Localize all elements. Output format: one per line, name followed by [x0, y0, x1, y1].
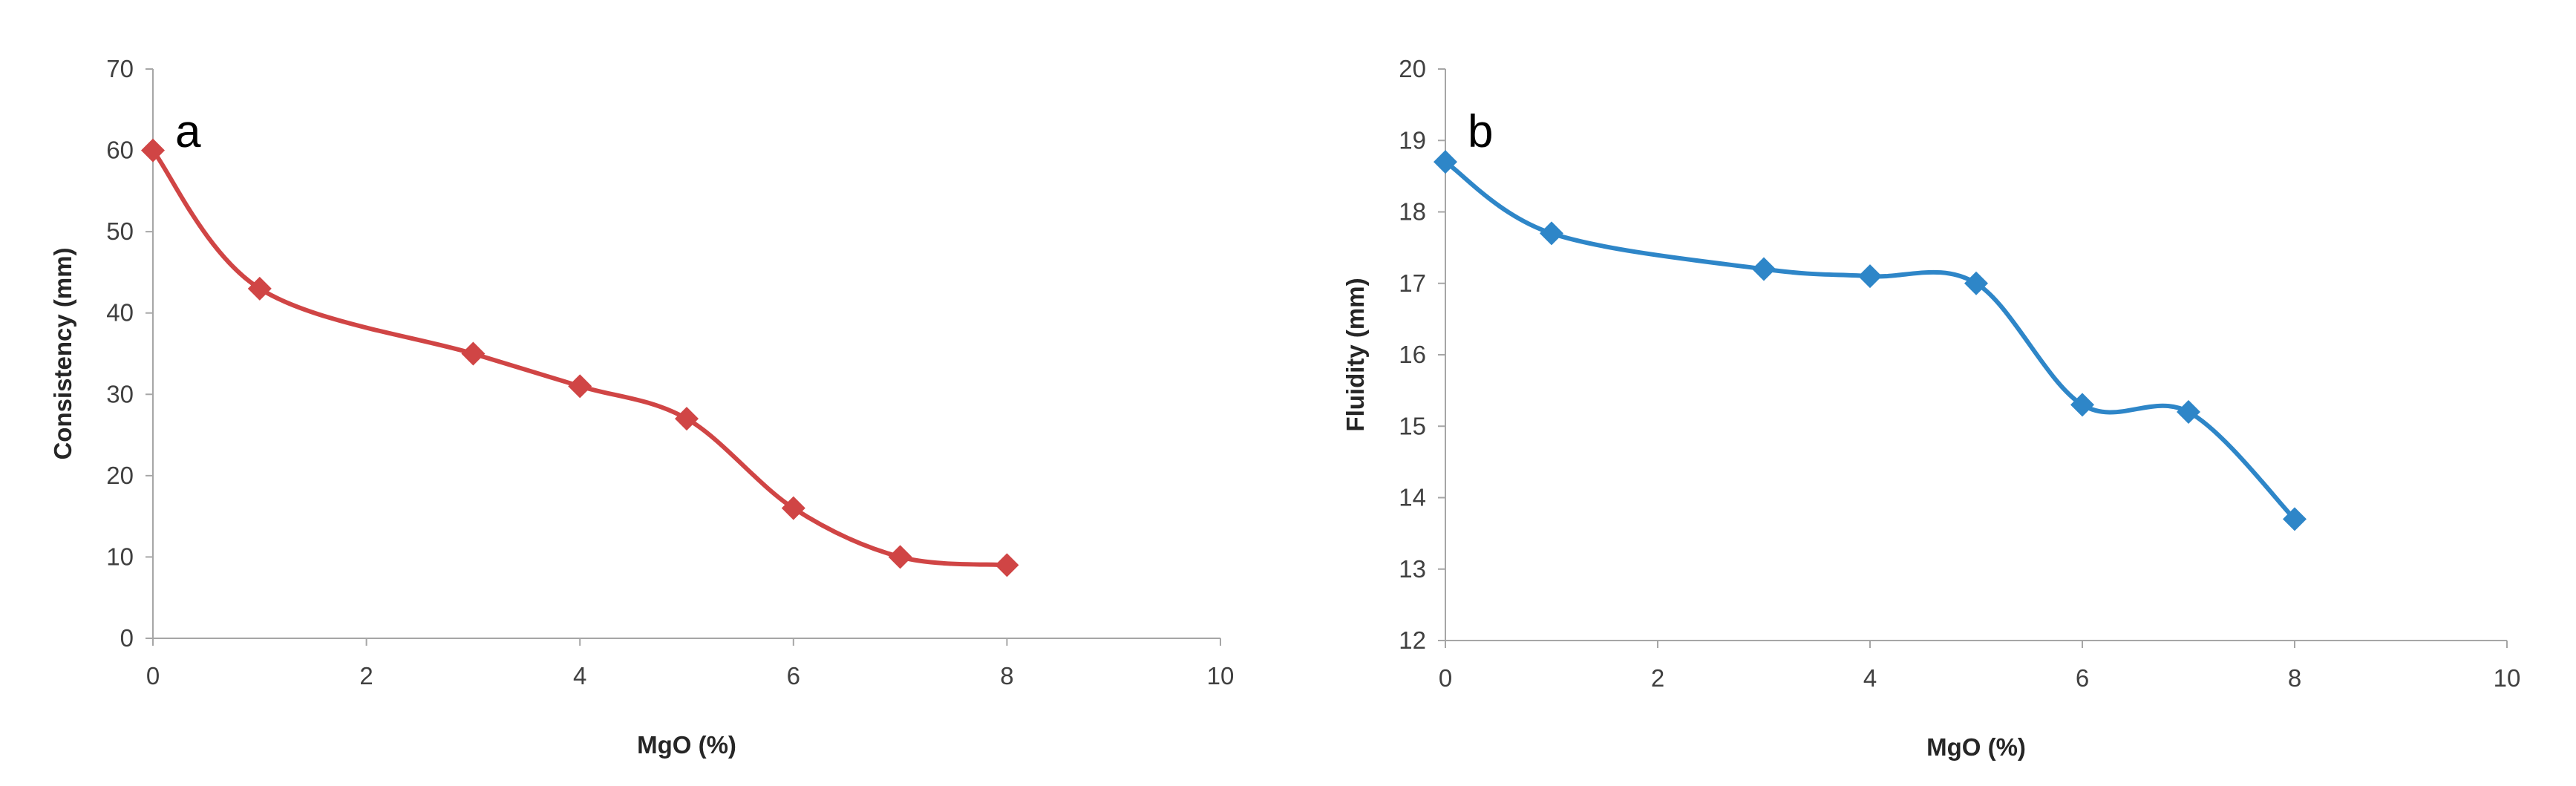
y-tick-label: 15 — [1399, 412, 1426, 439]
x-tick-label: 8 — [2288, 664, 2301, 692]
y-tick-label: 18 — [1399, 198, 1426, 226]
x-tick-label: 4 — [1863, 664, 1877, 692]
data-point — [1858, 264, 1882, 289]
y-tick-label: 17 — [1399, 269, 1426, 297]
data-point — [2070, 393, 2094, 417]
y-tick-label: 12 — [1399, 626, 1426, 654]
panel-label: a — [175, 106, 201, 157]
x-tick-label: 8 — [1000, 662, 1013, 690]
y-tick-label: 60 — [106, 137, 134, 164]
y-tick-label: 10 — [106, 543, 134, 570]
y-tick-label: 0 — [120, 624, 134, 652]
data-point — [781, 496, 805, 520]
x-tick-label: 2 — [1651, 664, 1664, 692]
y-tick-label: 13 — [1399, 555, 1426, 583]
y-tick-label: 50 — [106, 217, 134, 245]
y-tick-label: 14 — [1399, 484, 1426, 511]
x-tick-label: 4 — [573, 662, 586, 690]
data-point — [2177, 400, 2200, 424]
y-tick-label: 20 — [1399, 55, 1426, 82]
y-tick-label: 40 — [106, 299, 134, 327]
x-tick-label: 0 — [146, 662, 160, 690]
data-point — [1434, 150, 1457, 174]
data-point — [2283, 507, 2307, 531]
data-point — [995, 553, 1019, 577]
data-point — [1964, 271, 1988, 295]
x-tick-label: 0 — [1439, 664, 1452, 692]
data-point — [141, 138, 165, 163]
y-tick-label: 19 — [1399, 126, 1426, 154]
y-tick-label: 16 — [1399, 341, 1426, 368]
x-axis-title: MgO (%) — [1926, 733, 2026, 761]
data-point — [247, 276, 272, 301]
y-tick-label: 30 — [106, 380, 134, 407]
x-tick-label: 10 — [2494, 664, 2521, 692]
y-axis-title: Consistency (mm) — [49, 247, 76, 459]
y-tick-label: 20 — [106, 462, 134, 489]
x-tick-label: 6 — [2076, 664, 2089, 692]
data-point — [675, 407, 699, 431]
data-point — [1752, 257, 1776, 281]
data-point — [568, 374, 592, 399]
chart-panel: 12 13 14 15 16 17 18 19 20 0 2 4 6 8 10 MgO (%) Fluidity… — [1341, 55, 2520, 761]
chart-panel: 0 10 20 30 40 50 60 70 0 2 4 6 8 10 MgO (%) Consistency… — [49, 55, 1234, 759]
panel-label: b — [1468, 106, 1493, 157]
y-tick-label: 70 — [106, 55, 134, 82]
x-tick-label: 2 — [359, 662, 373, 690]
data-point — [1540, 221, 1563, 246]
x-tick-label: 10 — [1207, 662, 1235, 690]
y-axis-title: Fluidity (mm) — [1341, 278, 1369, 431]
x-axis-title: MgO (%) — [637, 731, 736, 759]
data-line — [151, 148, 1007, 568]
data-line — [1444, 160, 2297, 521]
data-point — [888, 545, 912, 569]
x-tick-label: 6 — [787, 662, 800, 690]
data-point — [461, 341, 486, 366]
